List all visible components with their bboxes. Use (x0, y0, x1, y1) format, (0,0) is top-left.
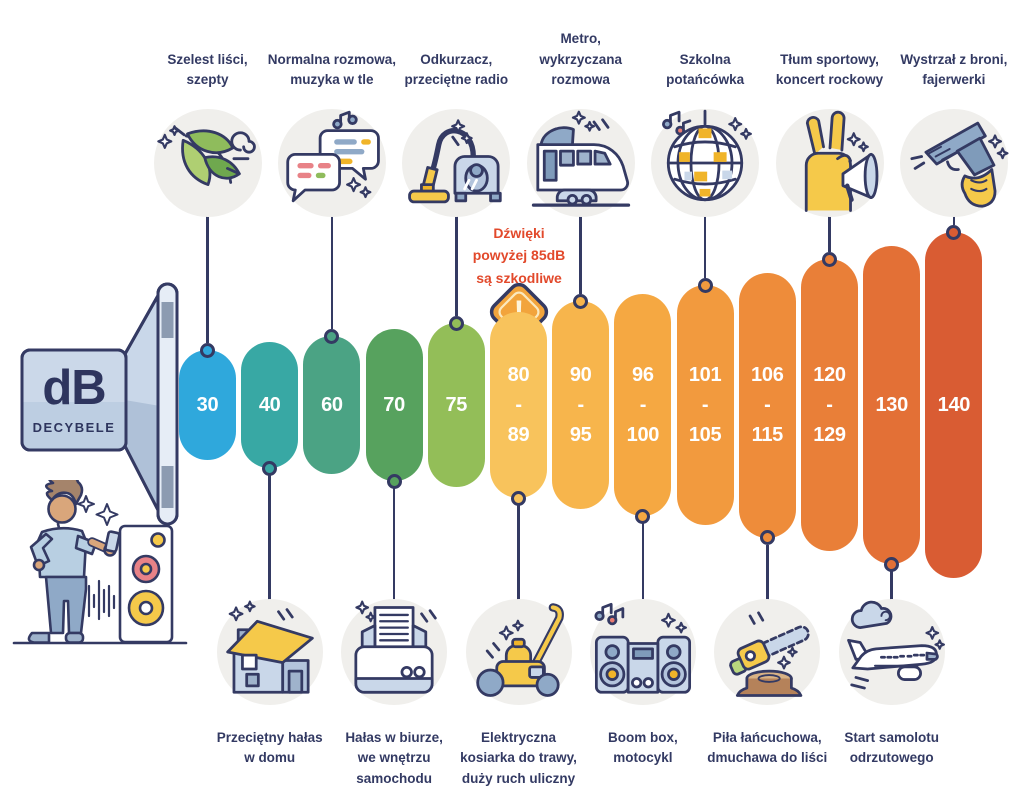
icon-circle (341, 599, 448, 705)
bottom-label: Hałas w biurze, we wnętrzu samochodu (345, 730, 443, 786)
db-pill: 60 (303, 336, 361, 474)
db-value: 96 - 100 (626, 364, 660, 446)
conversation-icon (286, 110, 380, 203)
warning-text: Dźwięki powyżej 85dB są szkodliwe (472, 225, 566, 286)
top-label: Wystrzał z broni, fajerwerki (900, 51, 1008, 87)
bottom-label: Boom box, motocykl (608, 730, 678, 766)
icon-circle (651, 109, 760, 217)
connector-line (206, 214, 209, 343)
person-speaker-icon (12, 473, 188, 645)
connector-line (828, 214, 831, 252)
top-label: Szkolna potańcówka (666, 51, 745, 87)
db-value: 101 - 105 (688, 364, 722, 446)
icon-circle (153, 109, 262, 217)
connector-ring (759, 530, 775, 545)
bottom-label: Przeciętny hałas w domu (216, 730, 323, 766)
db-pill: 130 (863, 246, 921, 564)
icon-circle (526, 109, 635, 217)
connector-line (890, 571, 893, 601)
metro-icon (531, 110, 630, 207)
db-symbol: dB (42, 361, 106, 415)
connector-ring (200, 342, 215, 358)
icon-circle (216, 599, 323, 705)
printer-icon (354, 600, 437, 694)
icon-circle (465, 599, 572, 705)
db-value: 70 (383, 394, 405, 416)
house-icon (225, 600, 314, 694)
connector-ring (946, 224, 962, 240)
db-pill: 80 - 89 (490, 312, 547, 498)
connector-ring (324, 328, 340, 344)
icon-circle (402, 109, 511, 217)
icon-circle (714, 599, 821, 705)
bottom-label: Elektryczna kosiarka do trawy, duży ruch… (460, 730, 577, 786)
connector-line (392, 488, 396, 601)
connector-line (330, 214, 334, 329)
icon-circle (899, 109, 1009, 217)
connector-line (579, 214, 582, 294)
db-value: 60 (321, 394, 343, 416)
db-value: 106 - 115 (751, 364, 784, 446)
top-label: Odkurzacz, przeciętne radio (404, 51, 509, 87)
chainsaw-icon (729, 611, 810, 697)
connector-line (766, 544, 769, 601)
bottom-label: Piła łańcuchowa, dmuchawa do liści (707, 730, 828, 766)
db-value: 30 (196, 394, 219, 416)
icon-circle (775, 109, 884, 217)
connector-line (517, 505, 520, 601)
top-label: Szelest liści, szepty (167, 51, 248, 87)
db-pill: 75 (427, 323, 485, 487)
connector-ring (884, 556, 900, 572)
db-value: 130 (875, 394, 908, 416)
db-value: 80 - 89 (507, 364, 530, 446)
boombox-icon (594, 602, 691, 694)
connector-line (268, 475, 271, 601)
icon-circle (277, 109, 386, 217)
connector-line (641, 523, 645, 601)
connector-line (952, 214, 956, 225)
disco-ball-icon (662, 109, 753, 202)
db-caption: DECYBELE (32, 420, 116, 435)
crowd-megaphone-icon (804, 110, 878, 212)
top-label: Normalna rozmowa, muzyka w tle (267, 51, 397, 87)
bottom-label: Start samolotu odrzutowego (844, 730, 939, 766)
connector-line (455, 214, 458, 316)
db-pill: 106 - 115 (738, 272, 796, 538)
top-label: Metro, wykrzyczana rozmowa (539, 31, 622, 87)
db-value: 40 (258, 394, 281, 416)
person-with-speaker-illustration (8, 473, 193, 652)
vacuum-icon (408, 119, 502, 204)
connector-ring (262, 460, 278, 476)
db-pill: 101 - 105 (676, 285, 734, 525)
db-value: 120 - 129 (813, 364, 846, 446)
icon-circle (589, 599, 696, 705)
connector-ring (448, 315, 464, 331)
db-pill: 30 (179, 350, 236, 460)
top-label: Tłum sportowy, koncert rockowy (775, 51, 884, 87)
gun-icon (910, 121, 1009, 208)
connector-ring (511, 490, 526, 506)
connector-ring (386, 473, 402, 489)
airplane-icon (846, 600, 945, 690)
db-pill: 120 - 129 (801, 259, 858, 551)
db-value: 75 (445, 394, 468, 416)
connector-ring (573, 293, 589, 309)
db-pill: 140 (925, 232, 983, 578)
db-pill: 90 - 95 (552, 301, 610, 509)
connector-ring (822, 251, 837, 267)
connector-ring (697, 277, 713, 293)
icon-circle (838, 599, 945, 705)
connector-ring (635, 508, 651, 524)
db-pill: 70 (365, 329, 423, 481)
db-pill: 40 (241, 342, 299, 468)
db-value: 140 (937, 394, 971, 416)
lawnmower-icon (475, 603, 564, 697)
megaphone-icon (20, 282, 179, 526)
connector-line (703, 214, 707, 278)
db-value: 90 - 95 (569, 364, 592, 446)
db-pill: 96 - 100 (614, 294, 672, 516)
decibel-logo (12, 272, 187, 537)
leaf-icon (156, 125, 256, 187)
